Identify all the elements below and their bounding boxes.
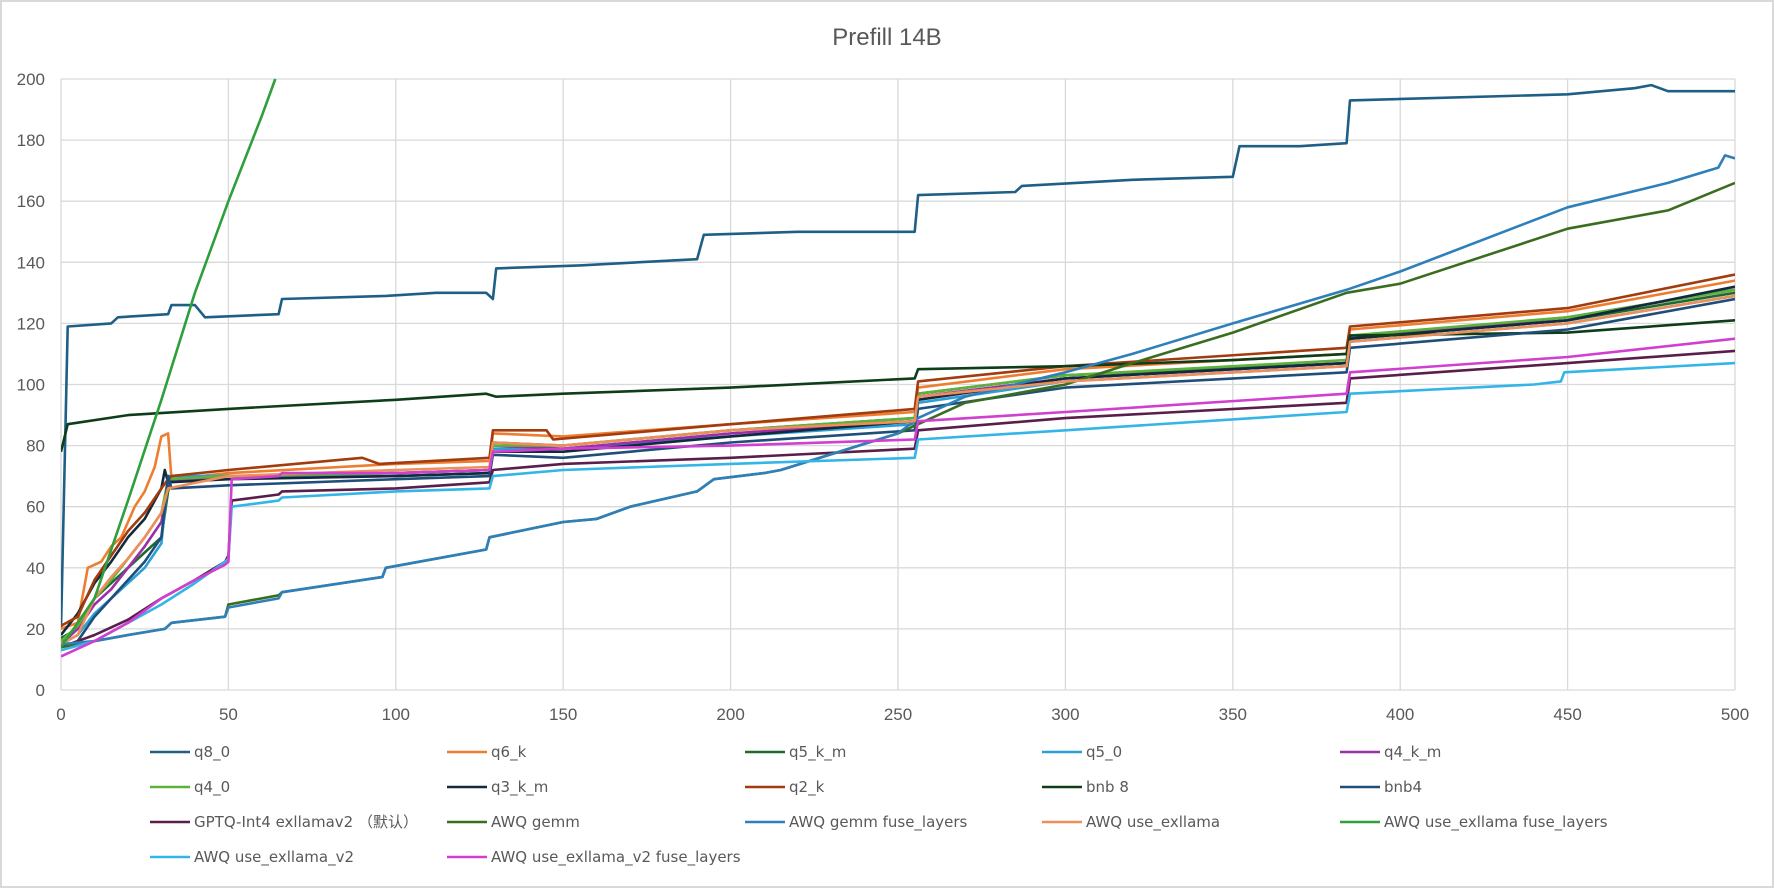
legend-label: AWQ use_exllama_v2 [194, 848, 354, 867]
series-line-7 [61, 273, 1735, 627]
x-tick-label: 50 [219, 705, 238, 724]
y-tick-label: 80 [26, 437, 45, 456]
y-tick-label: 0 [36, 681, 45, 700]
x-tick-label: 450 [1553, 705, 1581, 724]
legend-label: q5_0 [1086, 743, 1122, 762]
series-layer [61, 78, 1735, 658]
y-tick-label: 140 [17, 253, 45, 272]
series-line-15 [61, 361, 1735, 652]
legend-label: q5_k_m [789, 743, 846, 762]
chart-title: Prefill 14B [832, 24, 941, 51]
legend-label: q2_k [789, 778, 825, 797]
x-tick-label: 200 [716, 705, 744, 724]
y-tick-label: 160 [17, 192, 45, 211]
legend-label: AWQ gemm fuse_layers [789, 813, 968, 832]
series-line-9 [61, 297, 1735, 649]
legend-label: q3_k_m [491, 778, 548, 797]
x-tick-label: 0 [56, 705, 65, 724]
x-tick-label: 100 [382, 705, 410, 724]
legend-label: AWQ gemm [491, 813, 580, 831]
legend-label: q6_k [491, 743, 527, 762]
x-tick-label: 150 [549, 705, 577, 724]
legend: q8_0 q6_k q5_k_m q5_0 q4_k_m q4_0 q3_k_m q2_k bn… [150, 743, 1608, 867]
series-line-14 [61, 78, 277, 648]
series-group [61, 78, 1735, 658]
legend-label: bnb4 [1384, 778, 1422, 796]
legend-label: q4_0 [194, 778, 230, 797]
series-line-0 [61, 83, 1735, 629]
legend-label: AWQ use_exllama [1086, 813, 1220, 832]
y-tick-label: 20 [26, 620, 45, 639]
legend-label: AWQ use_exllama fuse_layers [1384, 813, 1608, 832]
x-tick-label: 400 [1386, 705, 1414, 724]
series-line-16 [61, 337, 1735, 658]
y-tick-label: 120 [17, 314, 45, 333]
grid-layer [60, 78, 1736, 691]
y-tick-label: 60 [26, 498, 45, 517]
y-tick-label: 200 [17, 70, 45, 89]
y-tick-label: 180 [17, 131, 45, 150]
y-tick-label: 40 [26, 559, 45, 578]
series-line-6 [61, 285, 1735, 636]
x-tick-label: 300 [1051, 705, 1079, 724]
y-tick-label: 100 [17, 376, 45, 395]
series-line-12 [61, 154, 1735, 646]
legend-label: AWQ use_exllama_v2 fuse_layers [491, 848, 741, 867]
x-tick-label: 350 [1219, 705, 1247, 724]
series-line-8 [61, 319, 1735, 453]
x-tick-label: 250 [884, 705, 912, 724]
legend-label: q8_0 [194, 743, 230, 762]
legend-label: bnb 8 [1086, 778, 1129, 796]
legend-label: q4_k_m [1384, 743, 1441, 762]
axis-layer: 0 20 40 60 80 100 120 140 160 180 200 0 50 100 150 200 2… [17, 70, 1750, 724]
x-tick-label: 500 [1721, 705, 1749, 724]
legend-label: GPTQ-Int4 exllamav2 （默认） [194, 813, 418, 831]
